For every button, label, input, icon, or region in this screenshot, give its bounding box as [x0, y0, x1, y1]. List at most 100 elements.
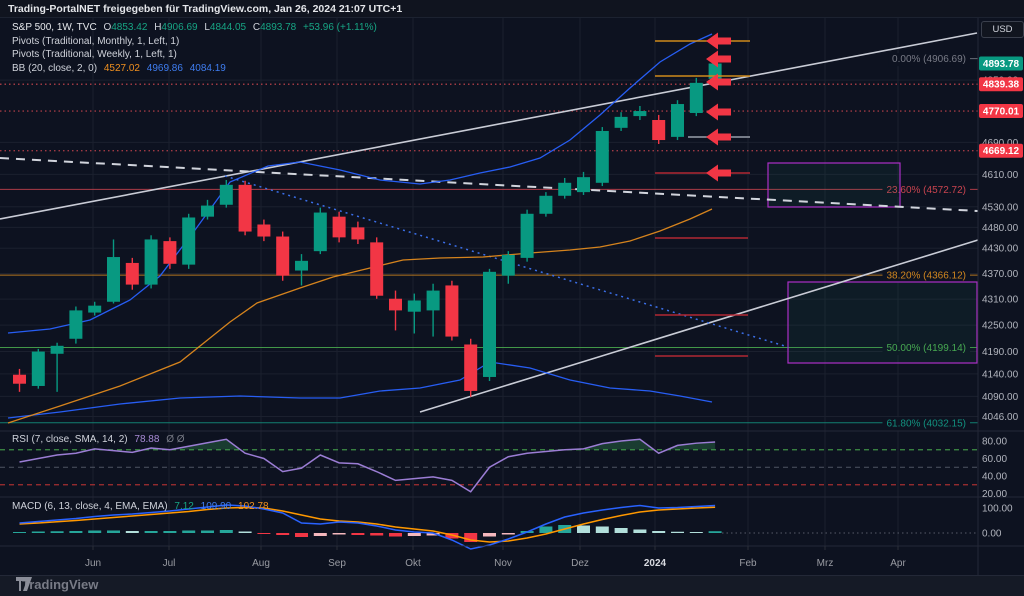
symbol-title[interactable]: S&P 500, 1W, TVC	[12, 22, 97, 33]
svg-text:4190.00: 4190.00	[982, 347, 1019, 358]
bb-legend[interactable]: BB (20, close, 2, 0) 4527.02 4969.86 408…	[12, 63, 377, 76]
candle[interactable]	[88, 305, 102, 313]
price-scale: 4850.004690.004610.004530.004480.004430.…	[979, 56, 1023, 540]
monthly-pivot-lines	[0, 83, 978, 152]
svg-text:Sep: Sep	[328, 558, 346, 569]
change-value: +53.96 (+1.11%)	[303, 22, 377, 33]
candle[interactable]	[332, 216, 346, 238]
candle[interactable]	[201, 205, 214, 217]
rsi-label[interactable]: RSI (7, close, SMA, 14, 2)	[12, 434, 128, 445]
rsi-legend[interactable]: RSI (7, close, SMA, 14, 2) 78.88 Ø Ø	[12, 434, 185, 447]
candle[interactable]	[520, 213, 534, 258]
left-arrow-icon[interactable]	[706, 103, 731, 121]
drawing-rectangles	[767, 162, 978, 364]
ohlc-high-value: 4906.69	[161, 22, 198, 33]
candle[interactable]	[407, 300, 421, 312]
candle[interactable]	[313, 212, 327, 252]
svg-text:4250.00: 4250.00	[982, 321, 1019, 332]
svg-text:0.00: 0.00	[982, 529, 1002, 540]
left-arrow-icon[interactable]	[706, 50, 731, 68]
svg-text:23.60% (4572.72): 23.60% (4572.72)	[886, 185, 966, 196]
svg-text:4610.00: 4610.00	[982, 170, 1019, 181]
svg-text:4046.00: 4046.00	[982, 412, 1019, 423]
candle[interactable]	[257, 224, 271, 237]
svg-text:Aug: Aug	[252, 558, 270, 569]
candle[interactable]	[276, 236, 290, 276]
candle[interactable]	[689, 82, 703, 113]
candle[interactable]	[107, 257, 120, 302]
candle[interactable]	[50, 345, 64, 354]
tradingview-logo[interactable]: TradingView	[16, 577, 98, 592]
candle[interactable]	[69, 310, 83, 339]
macd-signal-value: 102.78	[238, 501, 269, 512]
ohlc-high-label: H	[154, 22, 162, 33]
svg-text:4430.00: 4430.00	[982, 244, 1019, 255]
ohlc-low-value: 4844.05	[209, 22, 247, 33]
svg-text:4770.01: 4770.01	[983, 107, 1020, 118]
candle[interactable]	[144, 239, 158, 285]
candle[interactable]	[182, 217, 196, 265]
currency-toggle-button[interactable]: USD	[981, 21, 1024, 38]
bb-label[interactable]: BB (20, close, 2, 0)	[12, 62, 98, 74]
bb-lower-value: 4084.19	[189, 62, 226, 74]
candle[interactable]	[238, 184, 252, 232]
candle[interactable]	[163, 241, 177, 264]
left-arrow-icon[interactable]	[706, 73, 731, 91]
pivots-monthly-legend[interactable]: Pivots (Traditional, Monthly, 1, Left, 1…	[12, 35, 180, 47]
candle[interactable]	[295, 260, 308, 271]
macd-pane	[13, 504, 978, 550]
candle[interactable]	[614, 116, 628, 128]
macd-label[interactable]: MACD (6, 13, close, 4, EMA, EMA)	[12, 501, 168, 512]
ohlc-close-value: 4893.78	[260, 22, 297, 33]
left-arrow-icon[interactable]	[706, 164, 731, 182]
left-arrow-icon[interactable]	[706, 128, 731, 146]
svg-text:38.20% (4366.12): 38.20% (4366.12)	[886, 271, 966, 282]
rsi-value: 78.88	[134, 434, 160, 445]
candlestick-series[interactable]	[13, 58, 722, 397]
candle[interactable]	[501, 254, 515, 276]
candle[interactable]	[13, 374, 26, 384]
candle[interactable]	[31, 351, 45, 386]
candle[interactable]	[633, 111, 647, 117]
candle[interactable]	[595, 130, 609, 183]
svg-text:Apr: Apr	[890, 558, 906, 569]
candle[interactable]	[483, 271, 496, 377]
main-legend[interactable]: S&P 500, 1W, TVC O4853.42 H4906.69 L4844…	[12, 22, 377, 76]
svg-text:Feb: Feb	[739, 558, 757, 569]
svg-text:4370.00: 4370.00	[982, 269, 1019, 280]
svg-text:Okt: Okt	[405, 558, 421, 569]
candle[interactable]	[445, 285, 459, 337]
candle[interactable]	[125, 262, 139, 285]
bb-basis-value: 4527.02	[103, 62, 140, 74]
candle[interactable]	[370, 242, 384, 296]
svg-text:4893.78: 4893.78	[983, 59, 1020, 70]
rsi-pane	[0, 438, 978, 493]
svg-text:4140.00: 4140.00	[982, 369, 1019, 380]
svg-text:100.00: 100.00	[982, 504, 1013, 515]
weekly-pivot-segments	[655, 40, 750, 357]
svg-text:2024: 2024	[644, 558, 667, 569]
candle[interactable]	[351, 227, 365, 240]
svg-text:Jul: Jul	[163, 558, 176, 569]
candle[interactable]	[671, 104, 684, 137]
svg-text:Mrz: Mrz	[817, 558, 834, 569]
candle[interactable]	[389, 298, 402, 311]
candle[interactable]	[539, 195, 553, 214]
symbol-legend-row[interactable]: S&P 500, 1W, TVC O4853.42 H4906.69 L4844…	[12, 22, 377, 35]
pivots-weekly-legend[interactable]: Pivots (Traditional, Weekly, 1, Left, 1)	[12, 49, 177, 60]
candle[interactable]	[464, 344, 478, 391]
candle[interactable]	[426, 290, 440, 311]
svg-text:4669.12: 4669.12	[983, 146, 1020, 157]
candle[interactable]	[219, 184, 233, 205]
left-arrow-icon[interactable]	[706, 32, 731, 50]
arrow-markers[interactable]	[706, 32, 731, 182]
candle[interactable]	[577, 177, 590, 193]
candle[interactable]	[558, 182, 572, 196]
svg-text:4839.38: 4839.38	[983, 80, 1020, 91]
candle[interactable]	[708, 63, 722, 79]
candle[interactable]	[652, 119, 666, 141]
macd-legend[interactable]: MACD (6, 13, close, 4, EMA, EMA) 7.12 10…	[12, 501, 269, 514]
